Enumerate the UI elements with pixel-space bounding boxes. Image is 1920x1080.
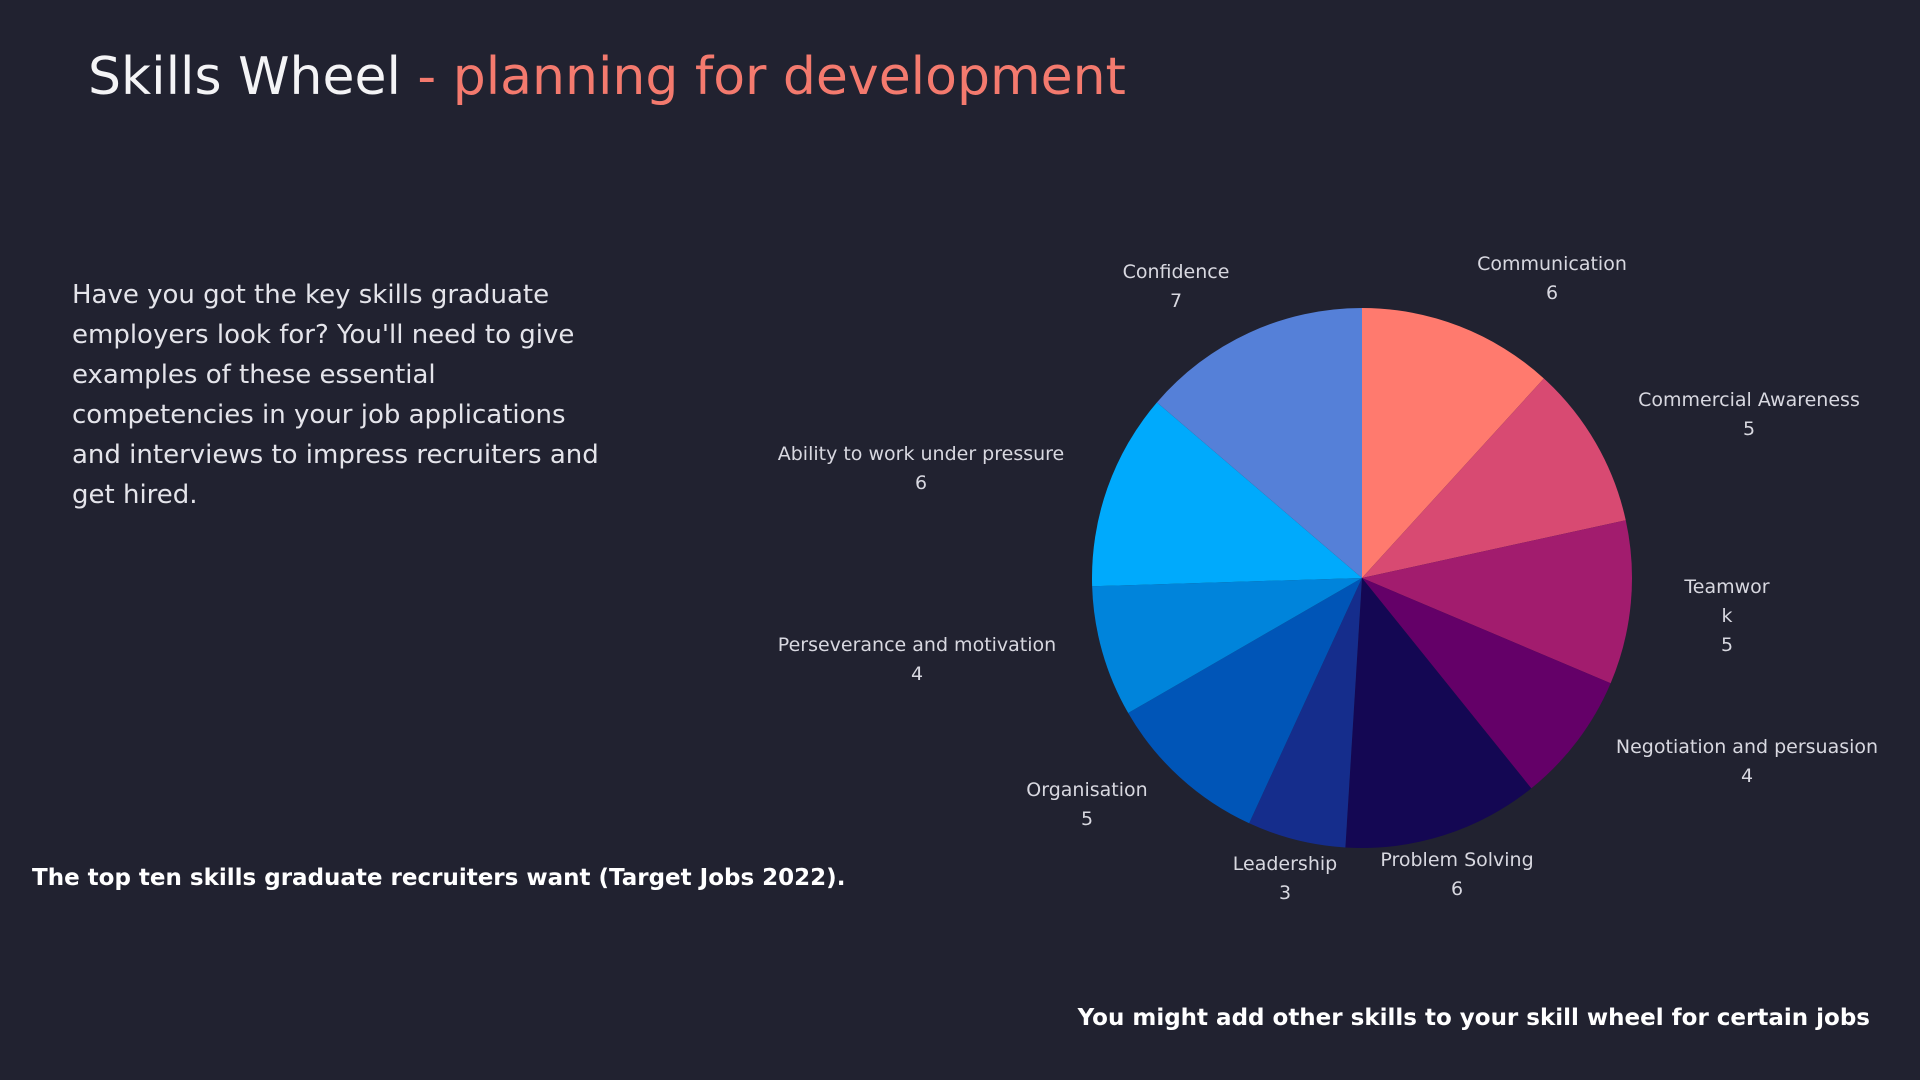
pie-slice-communication (1362, 308, 1544, 578)
pie-label-line: 6 (1451, 878, 1463, 900)
pie-label-negotiation-and-persuasion: Negotiation and persuasion 4 (1616, 736, 1878, 787)
pie-label-perseverance-and-motivation: Perseverance and motivation 4 (778, 634, 1056, 685)
page-title: Skills Wheel - planning for development (88, 42, 1126, 112)
pie-slice-teamwork (1362, 520, 1632, 684)
pie-slice-commercial-awareness (1362, 378, 1626, 578)
pie-slice-leadership (1249, 578, 1362, 848)
pie-label-leadership: Leadership 3 (1233, 853, 1337, 904)
pie-label-confidence: Confidence 7 (1123, 261, 1230, 312)
pie-label-line: Negotiation and persuasion (1616, 736, 1878, 758)
chart-caption: The top ten skills graduate recruiters w… (32, 865, 846, 891)
pie-label-line: 4 (911, 663, 923, 685)
pie-label-commercial-awareness: Commercial Awareness 5 (1638, 389, 1860, 440)
pie-slice-ability-to-work-under-pressure (1092, 402, 1362, 587)
pie-label-ability-to-work-under-pressure: Ability to work under pressure 6 (778, 443, 1065, 494)
footnote: You might add other skills to your skill… (1077, 1005, 1870, 1031)
pie-slice-organisation (1128, 578, 1362, 824)
pie-label-organisation: Organisation 5 (1026, 779, 1147, 830)
pie-label-line: Commercial Awareness (1638, 389, 1860, 411)
pie-label-communication: Communication 6 (1477, 253, 1627, 304)
title-accent: - planning for development (417, 47, 1126, 107)
pie-label-line: 7 (1170, 290, 1182, 312)
title-main: Skills Wheel (88, 47, 401, 107)
pie-label-line: Leadership (1233, 853, 1337, 875)
pie-label-line: 3 (1279, 882, 1291, 904)
pie-label-line: 5 (1743, 418, 1755, 440)
pie-label-line: 5 (1721, 634, 1733, 656)
pie-label-line: k (1721, 605, 1732, 627)
pie-label-line: Confidence (1123, 261, 1230, 283)
pie-label-line: 6 (1546, 282, 1558, 304)
intro-paragraph: Have you got the key skills graduate emp… (72, 280, 599, 510)
pie-label-line: Ability to work under pressure (778, 443, 1065, 465)
pie-slice-negotiation-and-persuasion (1362, 578, 1611, 789)
pie-slice-problem-solving (1345, 578, 1532, 849)
pie-label-line: Communication (1477, 253, 1627, 275)
pie-label-line: Problem Solving (1380, 849, 1533, 871)
pie-label-line: Organisation (1026, 779, 1147, 801)
pie-label-line: 6 (915, 472, 927, 494)
pie-slice-confidence (1156, 308, 1362, 578)
pie-label-problem-solving: Problem Solving 6 (1380, 849, 1533, 900)
pie-slice-perseverance-and-motivation (1092, 578, 1362, 713)
pie-label-line: Perseverance and motivation (778, 634, 1056, 656)
pie-label-line: 4 (1741, 765, 1753, 787)
pie-label-line: Teamwor (1683, 576, 1769, 598)
pie-label-line: 5 (1081, 808, 1093, 830)
pie-label-teamwork: Teamwor k 5 (1683, 576, 1769, 656)
